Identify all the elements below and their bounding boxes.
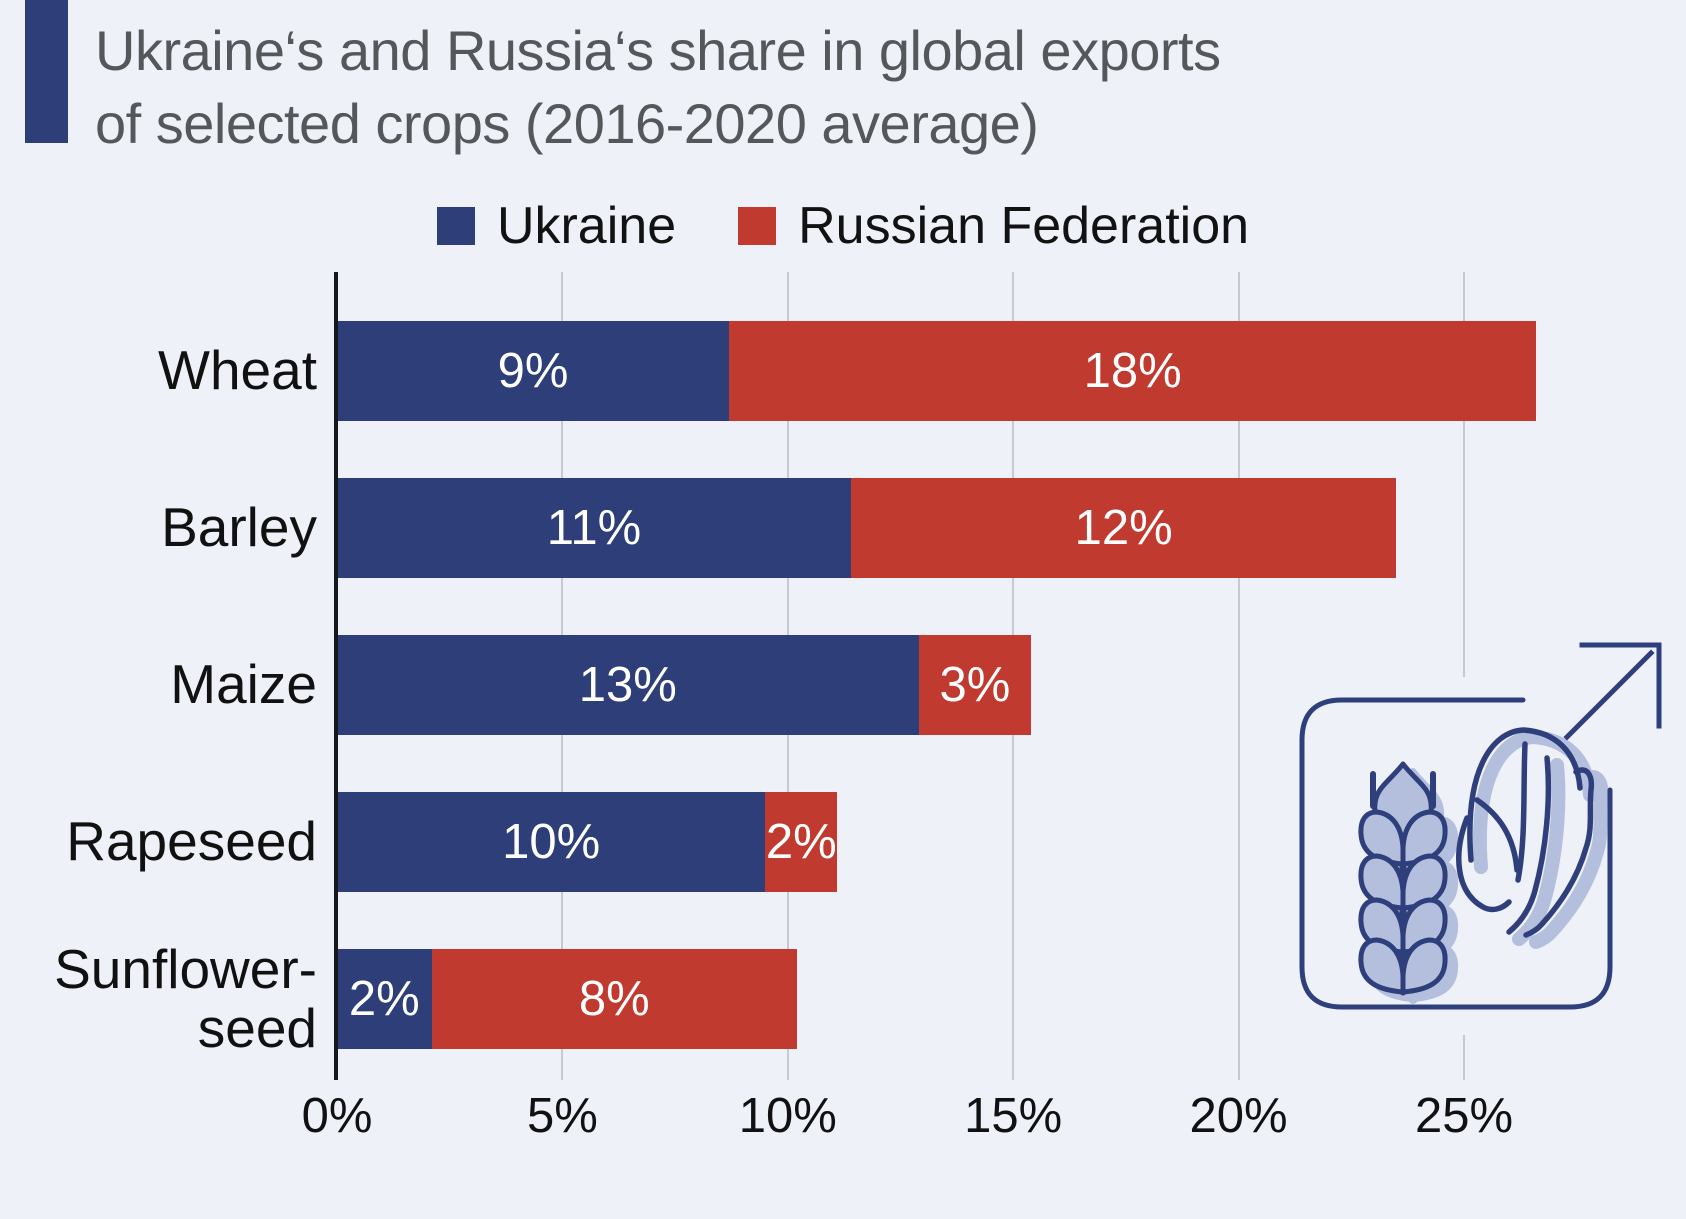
chart-title-line2: of selected crops (2016-2020 average) [95,92,1039,155]
title-accent-bar [25,0,68,143]
x-tick-label-25%: 25% [1414,1089,1514,1143]
chart-title: Ukraine‘s and Russia‘s share in global e… [95,14,1221,160]
bar-row-maize: 13% 3% [337,635,1032,735]
legend-label-ukraine: Ukraine [496,197,677,255]
bar-segment-russian-federation: 12% [850,478,1397,578]
category-label-rapeseed: Rapeseed [66,810,317,873]
bar-row-rapeseed: 10% 2% [337,792,838,892]
chart-title-line1: Ukraine‘s and Russia‘s share in global e… [95,19,1221,82]
category-label-maize: Maize [170,653,317,716]
bar-segment-ukraine: 13% [337,635,919,735]
bar-value-label: 18% [1083,344,1182,398]
bar-value-label: 13% [578,658,677,712]
bar-segment-russian-federation: 8% [431,949,797,1049]
bar-segment-ukraine: 11% [337,478,851,578]
gridline-25% [1463,272,1465,1080]
legend-item-russia: Russian Federation [738,196,1249,256]
icon-frame [1299,697,1613,1010]
bar-segment-russian-federation: 2% [765,792,838,892]
category-label-barley: Barley [161,496,317,559]
bar-row-barley: 11% 12% [337,478,1397,578]
bar-value-label: 11% [546,501,642,555]
bar-segment-ukraine: 9% [337,321,730,421]
icon-background [1290,677,1686,1035]
legend-item-ukraine: Ukraine [436,196,677,256]
gridline-20% [1237,272,1240,1080]
bar-segment-ukraine: 10% [337,792,766,892]
bar-row-wheat: 9% 18% [337,321,1537,421]
legend: Ukraine Russian Federation [0,196,1686,256]
x-tick-label-0%: 0% [301,1089,373,1143]
bar-row-sunflower-seed: 2% 8% [337,949,797,1049]
category-label-wheat: Wheat [158,339,317,402]
legend-label-russia: Russian Federation [798,197,1250,255]
up-right-arrow-icon [1563,642,1662,741]
bar-value-label: 10% [502,815,601,869]
x-tick-label-10%: 10% [738,1089,837,1143]
bar-value-label: 2% [348,972,420,1026]
bar-value-label: 3% [939,658,1011,712]
x-tick-label-20%: 20% [1189,1089,1288,1143]
bar-value-label: 2% [765,815,837,869]
bar-segment-russian-federation: 18% [729,321,1537,421]
bar-segment-ukraine: 2% [337,949,432,1049]
x-tick-label-5%: 5% [526,1089,598,1143]
maize-icon [1456,727,1595,938]
bar-segment-russian-federation: 3% [918,635,1032,735]
y-axis-line [334,272,338,1080]
x-tick-label-15%: 15% [964,1089,1063,1143]
bar-value-label: 12% [1074,501,1173,555]
legend-swatch-ukraine [436,207,475,245]
wheat-icon [1358,761,1448,996]
bar-value-label: 9% [497,344,569,398]
crops-growth-icon [1290,642,1686,1035]
legend-swatch-russia [738,207,777,245]
category-label-sunflower-seed: Sunflower- seed [54,937,317,1059]
bar-value-label: 8% [578,972,650,1026]
